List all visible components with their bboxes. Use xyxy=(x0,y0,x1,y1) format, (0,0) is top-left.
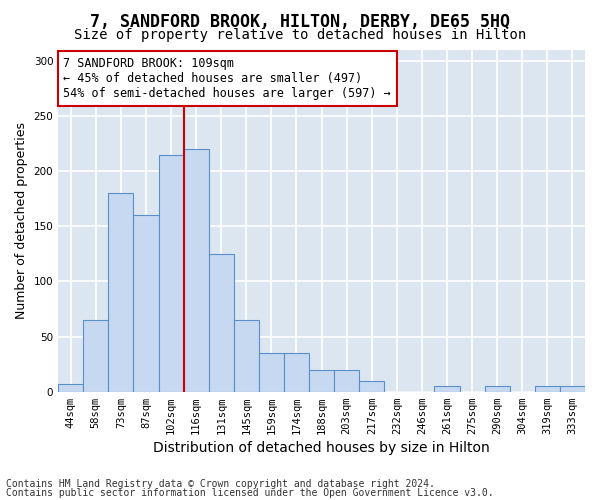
Bar xyxy=(58,384,83,392)
Text: 7 SANDFORD BROOK: 109sqm
← 45% of detached houses are smaller (497)
54% of semi-: 7 SANDFORD BROOK: 109sqm ← 45% of detach… xyxy=(64,57,391,100)
Text: Contains HM Land Registry data © Crown copyright and database right 2024.: Contains HM Land Registry data © Crown c… xyxy=(6,479,435,489)
Bar xyxy=(284,353,309,392)
Bar xyxy=(535,386,560,392)
Text: 7, SANDFORD BROOK, HILTON, DERBY, DE65 5HQ: 7, SANDFORD BROOK, HILTON, DERBY, DE65 5… xyxy=(90,12,510,30)
Bar xyxy=(133,216,158,392)
Bar xyxy=(334,370,359,392)
Bar xyxy=(359,380,385,392)
Bar xyxy=(83,320,109,392)
Bar xyxy=(109,194,133,392)
Bar xyxy=(259,353,284,392)
Text: Size of property relative to detached houses in Hilton: Size of property relative to detached ho… xyxy=(74,28,526,42)
Bar xyxy=(309,370,334,392)
Bar xyxy=(234,320,259,392)
Bar xyxy=(184,149,209,392)
Text: Contains public sector information licensed under the Open Government Licence v3: Contains public sector information licen… xyxy=(6,488,494,498)
Bar xyxy=(434,386,460,392)
X-axis label: Distribution of detached houses by size in Hilton: Distribution of detached houses by size … xyxy=(153,441,490,455)
Bar xyxy=(485,386,510,392)
Y-axis label: Number of detached properties: Number of detached properties xyxy=(15,122,28,320)
Bar xyxy=(209,254,234,392)
Bar xyxy=(560,386,585,392)
Bar xyxy=(158,154,184,392)
